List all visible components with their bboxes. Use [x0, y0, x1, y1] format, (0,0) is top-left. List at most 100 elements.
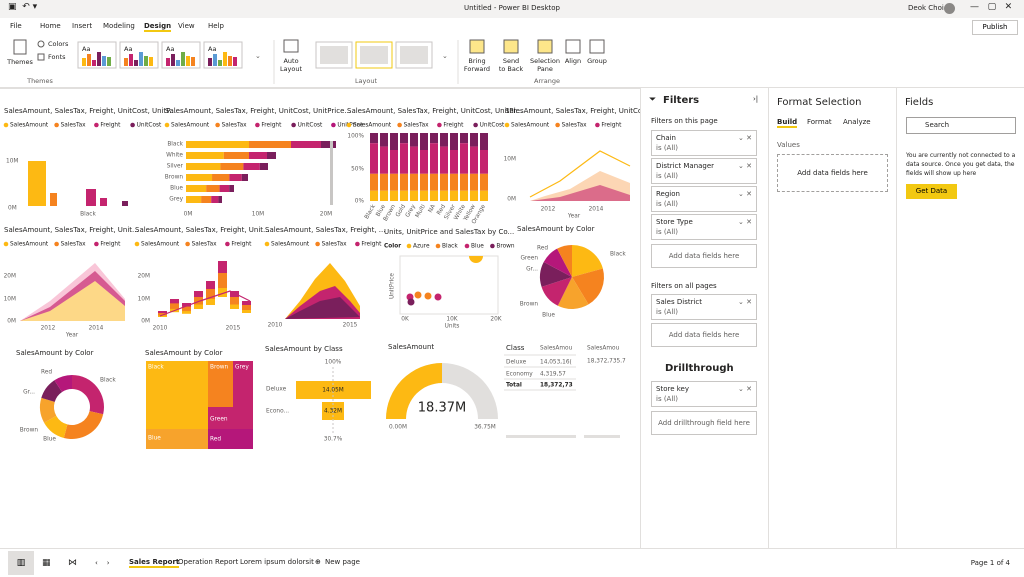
- publish-button[interactable]: Publish: [972, 20, 1018, 35]
- ribbon-tab[interactable]: Insert: [72, 22, 93, 30]
- format-title: Format Selection: [777, 97, 862, 108]
- bar-segment: [380, 146, 388, 174]
- visual-label: 20K: [490, 317, 501, 323]
- avatar[interactable]: [944, 3, 955, 14]
- legend-label: Color: [384, 244, 401, 250]
- ribbon-tab[interactable]: File: [10, 22, 22, 30]
- slice: [386, 363, 442, 419]
- swatch-bar: [186, 56, 190, 66]
- ribbon-tab[interactable]: Help: [208, 22, 224, 30]
- bar-segment: [440, 146, 448, 174]
- get-data-button[interactable]: Get Data: [906, 184, 957, 199]
- add-drillthrough[interactable]: Add drillthrough field here: [651, 411, 757, 435]
- slice: [469, 256, 483, 263]
- point: [414, 291, 422, 299]
- arrange-icon[interactable]: [469, 39, 485, 54]
- visual-label: 0%: [355, 199, 365, 205]
- slice: [54, 375, 72, 392]
- filter-card[interactable]: Region is (All) ⌄ ✕: [651, 186, 757, 212]
- filter-card[interactable]: Sales District is (All) ⌄ ✕: [651, 294, 757, 320]
- ribbon-tab[interactable]: Modeling: [103, 22, 135, 30]
- bar-segment: [390, 133, 398, 150]
- swatch-bar: [134, 60, 138, 66]
- tab[interactable]: Format: [807, 118, 832, 126]
- window-controls[interactable]: — ▢ ✕: [970, 2, 1013, 12]
- page-tab[interactable]: Lorem ipsum dolorsit: [240, 558, 314, 566]
- visual-label: 0M: [7, 319, 16, 325]
- filter-card[interactable]: Store Type is (All) ⌄ ✕: [651, 214, 757, 240]
- search-box[interactable]: Search: [906, 117, 1016, 134]
- ribbon-tab[interactable]: View: [178, 22, 195, 30]
- themes-icon[interactable]: [13, 39, 27, 55]
- page-tab[interactable]: Operation Report: [178, 558, 239, 566]
- new-page-icon[interactable]: ⊕: [315, 558, 321, 566]
- filter-card[interactable]: District Manager is (All) ⌄ ✕: [651, 158, 757, 184]
- model-view[interactable]: ⋈: [68, 558, 77, 568]
- visual-label: Black: [167, 142, 183, 148]
- visual-label: UnitPrice: [390, 273, 396, 299]
- tab[interactable]: Analyze: [843, 118, 871, 126]
- bar-segment: [410, 146, 418, 174]
- ribbon-tab[interactable]: Design: [144, 22, 172, 32]
- page-tab[interactable]: Sales Report: [129, 558, 180, 568]
- bar: [86, 189, 96, 206]
- swatch-bar: [181, 52, 185, 66]
- filter-card[interactable]: Chain is (All) ⌄ ✕: [651, 130, 757, 156]
- arrange-icon[interactable]: [589, 39, 605, 54]
- bar-segment: [480, 173, 488, 191]
- message-line: fields will show up here: [906, 170, 977, 177]
- point: [407, 298, 415, 306]
- visual-label: 0M: [141, 319, 150, 325]
- slice: [40, 397, 57, 423]
- filter-state: is (All): [656, 308, 678, 316]
- visual-label: 14.05M: [322, 388, 344, 394]
- section-label: Filters on all pages: [651, 282, 717, 290]
- theme-sample: Aa: [124, 45, 132, 53]
- arrange-icon[interactable]: [503, 39, 519, 54]
- auto-layout-icon[interactable]: [283, 39, 299, 53]
- slice: [41, 380, 63, 402]
- bar-segment: [267, 152, 276, 159]
- legend-dot: [185, 241, 190, 247]
- visual-title: SalesAmount, SalesTax, Freight, Unit...: [135, 226, 270, 234]
- h-scrollbar: [506, 435, 576, 438]
- visual-label: Units: [445, 324, 460, 330]
- add-fields[interactable]: Add data fields here: [651, 323, 757, 347]
- visual-label: Green: [520, 256, 538, 262]
- bar: [158, 313, 167, 316]
- bar-segment: [450, 190, 458, 201]
- dropdown: ⌄: [255, 52, 261, 60]
- ribbon-tab[interactable]: Home: [40, 22, 61, 30]
- tab[interactable]: Build: [777, 118, 798, 128]
- visual-label: 10M: [138, 297, 150, 303]
- swatch-bar: [218, 60, 222, 66]
- search-placeholder: Search: [925, 121, 950, 129]
- visual-label: Gr...: [23, 390, 35, 396]
- legend-dot: [490, 243, 495, 249]
- visual-label: Black: [364, 203, 377, 220]
- data-view[interactable]: ▦: [42, 558, 51, 568]
- visual-label: White: [166, 153, 183, 159]
- page-nav[interactable]: ‹ ›: [95, 559, 110, 567]
- quick-access[interactable]: ▣ ↶ ▾: [8, 2, 38, 12]
- user-name[interactable]: Deok Choi: [908, 4, 944, 12]
- slice: [557, 245, 572, 277]
- group-label: Layout: [355, 77, 378, 85]
- bar-segment: [229, 174, 242, 181]
- filter-card[interactable]: Store key is (All) ⌄ ✕: [651, 381, 757, 407]
- collapse[interactable]: ›|: [753, 95, 759, 103]
- bar-segment: [291, 141, 321, 148]
- visual-label: 10K: [446, 317, 457, 323]
- arrange-icon[interactable]: [565, 39, 581, 54]
- add-fields[interactable]: Add data fields here: [651, 244, 757, 268]
- bar-segment: [480, 133, 488, 150]
- legend-label: Brown: [496, 244, 515, 250]
- bar-segment: [420, 173, 428, 191]
- arrange-icon[interactable]: [537, 39, 553, 54]
- report-view[interactable]: ▥: [8, 551, 34, 575]
- visual-label: 2015: [226, 326, 241, 332]
- new-page[interactable]: New page: [325, 558, 360, 566]
- layout-cell: [360, 46, 388, 64]
- add-fields[interactable]: Add data fields here: [777, 154, 888, 192]
- legend-dot: [3, 122, 9, 128]
